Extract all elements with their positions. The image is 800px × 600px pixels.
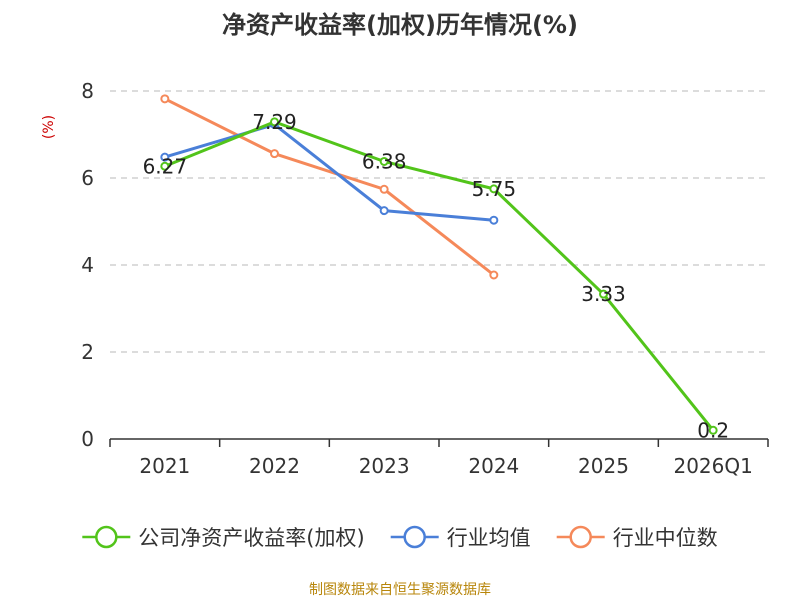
legend[interactable]: 公司净资产收益率(加权) 行业均值 行业中位数 [82, 525, 718, 550]
data-point[interactable] [489, 184, 499, 194]
legend-label: 公司净资产收益率(加权) [138, 526, 364, 550]
y-tick-label: 2 [81, 340, 94, 364]
legend-swatch-marker[interactable] [569, 525, 592, 549]
data-label: 7.29 [252, 110, 297, 134]
x-tick-label: 2023 [359, 454, 410, 478]
y-tick-label: 4 [81, 253, 94, 277]
data-point[interactable] [489, 270, 499, 280]
legend-label: 行业均值 [447, 526, 531, 550]
data-label: 6.38 [362, 149, 407, 173]
legend-label: 行业中位数 [613, 526, 718, 550]
legend-swatch-marker[interactable] [403, 525, 426, 549]
data-point[interactable] [160, 94, 170, 104]
data-point[interactable] [270, 117, 279, 127]
data-point[interactable] [379, 184, 389, 194]
series-line [164, 97, 495, 277]
data-label: 5.75 [472, 177, 517, 201]
series-line [164, 120, 715, 432]
data-point[interactable] [270, 149, 279, 159]
data-point[interactable] [708, 425, 718, 435]
axes: 0 2 4 6 8 2021 2022 2023 2024 2025 2026Q1 [81, 79, 769, 478]
chart-title: 净资产收益率(加权)历年情况(%) [222, 11, 578, 39]
data-point[interactable] [379, 156, 389, 166]
x-tick-label: 2022 [249, 454, 300, 478]
source-note: 制图数据来自恒生聚源数据库 [309, 582, 491, 598]
series-line [164, 122, 494, 222]
data-labels: 6.27 7.29 6.38 5.75 3.33 0.2 [143, 110, 730, 442]
y-tick-label: 0 [81, 427, 94, 451]
data-label: 6.27 [143, 154, 188, 178]
data-label: 0.2 [697, 418, 729, 442]
data-point[interactable] [489, 215, 499, 225]
y-tick-label: 6 [81, 166, 94, 190]
data-point[interactable] [379, 206, 389, 216]
y-tick-label: 8 [81, 79, 94, 103]
x-tick-label: 2025 [578, 454, 629, 478]
data-point[interactable] [599, 289, 608, 299]
y-axis-label: (%) [41, 115, 57, 139]
x-tick-label: 2021 [139, 454, 190, 478]
x-tick-label: 2026Q1 [673, 454, 752, 478]
legend-swatch-marker[interactable] [95, 525, 118, 549]
grid-lines [110, 90, 768, 353]
series-layer [160, 94, 718, 435]
data-label: 3.33 [581, 282, 626, 306]
data-point[interactable] [160, 152, 170, 162]
x-tick-label: 2024 [468, 454, 519, 478]
data-point[interactable] [160, 161, 170, 171]
